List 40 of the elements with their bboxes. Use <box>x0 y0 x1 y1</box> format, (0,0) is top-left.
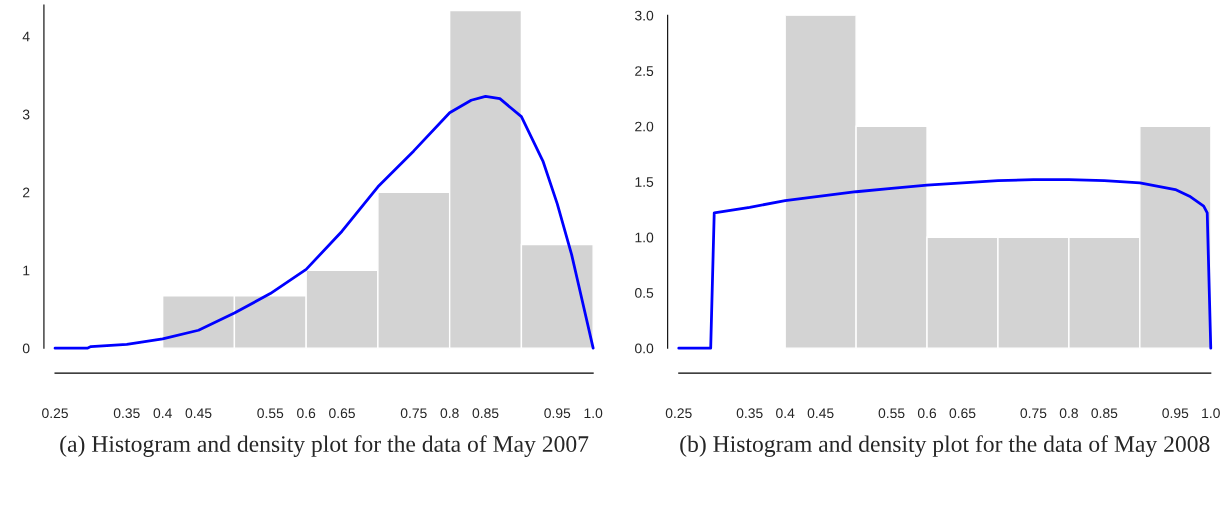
x-tick-label: 0.55 <box>878 408 905 419</box>
x-tick-label: 0.45 <box>185 408 212 419</box>
line-series <box>53 94 595 350</box>
y-tick-label: 0.0 <box>635 343 654 354</box>
x-tick-label: 0.95 <box>1162 408 1189 419</box>
x-tick-label: 0.35 <box>113 408 140 419</box>
y-tick-label: 3 <box>22 109 30 120</box>
y-tick-label: 1.0 <box>635 232 654 243</box>
text: (a) Histogram and density plot for the data of May 2007 <box>60 435 589 457</box>
x-tick-label: 0.65 <box>329 408 355 419</box>
x-tick-label: 0.25 <box>42 408 68 419</box>
y-tick-label: 2 <box>23 187 30 198</box>
x-tick-label: 0.75 <box>1020 408 1047 419</box>
y-tick-label: 0.5 <box>635 288 654 298</box>
y-tick-label: 1.5 <box>635 177 654 187</box>
y-tick-label: 3.0 <box>634 10 654 21</box>
y-tick-label: 2.5 <box>635 66 654 76</box>
x-tick-label: 0.6 <box>297 408 316 419</box>
x-tick-label: 0.4 <box>776 408 795 419</box>
x-tick-label: 0.45 <box>807 408 834 419</box>
x-tick-label: 0.4 <box>153 408 172 419</box>
x-tick-label: 0.8 <box>440 408 459 419</box>
line-series <box>677 178 1213 350</box>
x-tick-label: 0.65 <box>949 408 976 419</box>
y-tick-label: 0 <box>22 343 30 354</box>
x-tick-label: 0.75 <box>400 408 427 419</box>
x-tick-label: 0.95 <box>544 408 571 419</box>
x-tick-label: 0.85 <box>1091 408 1118 419</box>
x-tick-label: 0.35 <box>736 408 763 419</box>
y-tick-label: 1 <box>23 265 30 276</box>
x-tick-label: 0.6 <box>917 408 937 419</box>
text: (b) Histogram and density plot for the data of May 2008 <box>680 435 1210 457</box>
x-tick-label: 0.85 <box>472 408 499 419</box>
x-tick-label: 0.8 <box>1059 408 1078 419</box>
y-tick-label: 4 <box>22 31 30 42</box>
x-tick-label: 0.55 <box>257 408 284 419</box>
y-tick-label: 2.0 <box>635 121 654 132</box>
x-tick-label: 1.0 <box>584 408 603 419</box>
x-tick-label: 1.0 <box>1202 408 1220 419</box>
x-tick-label: 0.25 <box>665 408 692 419</box>
